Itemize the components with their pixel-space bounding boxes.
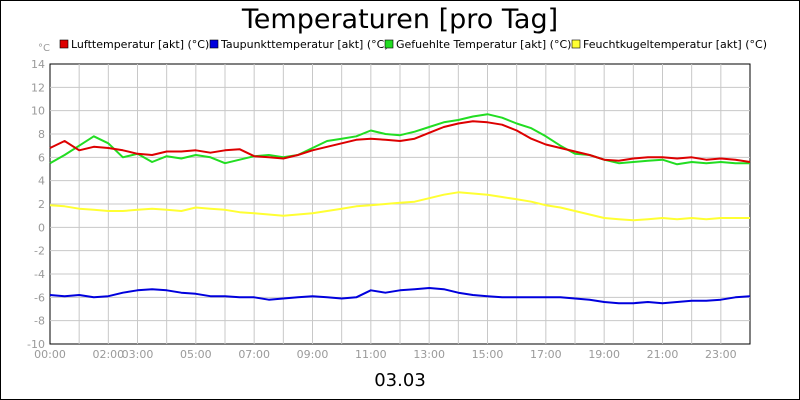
legend-swatch [571,39,581,49]
legend-label: Lufttemperatur [akt] (°C) [71,38,209,51]
y-tick-label: 4 [38,175,45,188]
y-tick-label: -6 [34,291,45,304]
legend: Lufttemperatur [akt] (°C) Taupunkttempera… [59,38,767,51]
y-tick-label: 2 [38,198,45,211]
x-tick-label: 07:00 [238,348,270,361]
x-tick-label: 02:00 [92,348,124,361]
y-tick-label: 8 [38,128,45,141]
date-label: 03.03 [374,370,426,391]
x-tick-label: 13:00 [413,348,445,361]
y-tick-label: 12 [31,81,45,94]
legend-swatch [59,39,69,49]
x-tick-label: 23:00 [705,348,737,361]
legend-label: Feuchtkugeltemperatur [akt] (°C) [583,38,767,51]
series-line [49,113,750,166]
x-tick-label: 05:00 [180,348,212,361]
y-tick-label: -4 [34,268,45,281]
y-tick-label: 6 [38,151,45,164]
y-tick-label: 0 [38,221,45,234]
x-tick-label: 21:00 [647,348,679,361]
y-axis-unit: °C [38,43,50,54]
y-tick-label: -2 [34,245,45,258]
legend-swatch [209,39,219,49]
chart-title: Temperaturen [pro Tag] [241,4,558,35]
y-tick-label: -10 [27,338,45,351]
x-tick-label: 09:00 [297,348,329,361]
grid [50,64,750,344]
x-tick-label: 00:00 [34,348,66,361]
x-tick-label: 11:00 [355,348,387,361]
x-tick-label: 19:00 [588,348,620,361]
series-line [49,287,751,305]
y-tick-label: 14 [31,58,45,71]
x-tick-label: 17:00 [530,348,562,361]
series-line [49,120,751,163]
legend-label: Gefuehlte Temperatur [akt] (°C) [396,38,571,51]
y-axis-ticks: 14 12 10 8 6 4 2 0 -2 -4 -6 -8 -10 [27,58,45,351]
x-tick-label: 03:00 [122,348,154,361]
y-tick-label: -8 [34,315,45,328]
legend-label: Taupunkttemperatur [akt] (°C) [220,38,389,51]
x-tick-label: 15:00 [472,348,504,361]
series-lines [49,113,751,305]
y-tick-label: 10 [31,105,45,118]
legend-swatch [384,39,394,49]
series-line [49,191,750,222]
